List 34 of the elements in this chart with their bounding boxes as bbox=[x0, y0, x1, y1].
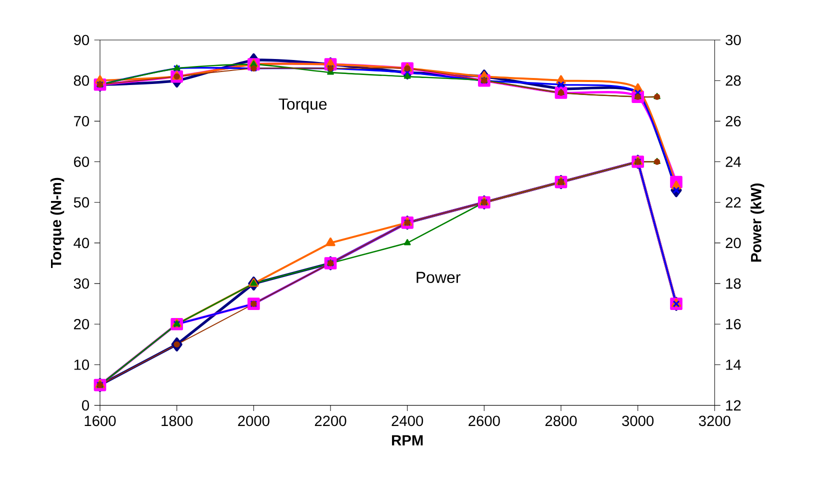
y2-tick-label: 14 bbox=[726, 360, 741, 370]
x-tick-label: 2400 bbox=[392, 416, 424, 426]
y2-axis-title: Power (kW) bbox=[750, 184, 764, 262]
y-tick-label: 50 bbox=[74, 197, 90, 208]
x-tick-label: 2000 bbox=[238, 416, 270, 426]
y-tick-label: 30 bbox=[74, 278, 90, 289]
x-tick-label: 1800 bbox=[162, 416, 193, 426]
x-tick-label: 3200 bbox=[698, 416, 730, 426]
y-tick-label: 40 bbox=[74, 238, 90, 248]
y2-tick-label: 28 bbox=[726, 76, 741, 86]
y2-tick-label: 16 bbox=[726, 319, 741, 330]
x-tick-label: 2800 bbox=[545, 416, 577, 426]
y2-tick-label: 22 bbox=[726, 197, 741, 208]
y2-tick-label: 20 bbox=[726, 238, 741, 248]
y-tick-label: 80 bbox=[74, 76, 90, 86]
y2-tick-label: 12 bbox=[726, 400, 741, 411]
x-tick-label: 2200 bbox=[314, 416, 346, 426]
annotation: Power bbox=[416, 272, 460, 284]
y2-tick-label: 26 bbox=[726, 116, 741, 127]
y-tick-label: 70 bbox=[74, 116, 90, 127]
y-axis-title: Torque (N-m) bbox=[50, 178, 64, 268]
y2-tick-label: 24 bbox=[726, 156, 741, 168]
y-tick-label: 20 bbox=[74, 319, 90, 330]
y-tick-label: 60 bbox=[74, 156, 90, 168]
x-axis-title: RPM bbox=[392, 435, 423, 446]
x-tick-label: 1600 bbox=[84, 416, 116, 426]
x-tick-label: 2600 bbox=[468, 416, 500, 426]
y2-tick-label: 18 bbox=[726, 278, 741, 289]
x-tick-label: 3000 bbox=[622, 416, 654, 426]
y-tick-label: 0 bbox=[82, 400, 90, 411]
y2-tick-label: 30 bbox=[726, 34, 741, 46]
y-tick-label: 10 bbox=[74, 360, 90, 370]
annotation: Torque bbox=[278, 98, 327, 114]
y-tick-label: 90 bbox=[74, 34, 90, 46]
